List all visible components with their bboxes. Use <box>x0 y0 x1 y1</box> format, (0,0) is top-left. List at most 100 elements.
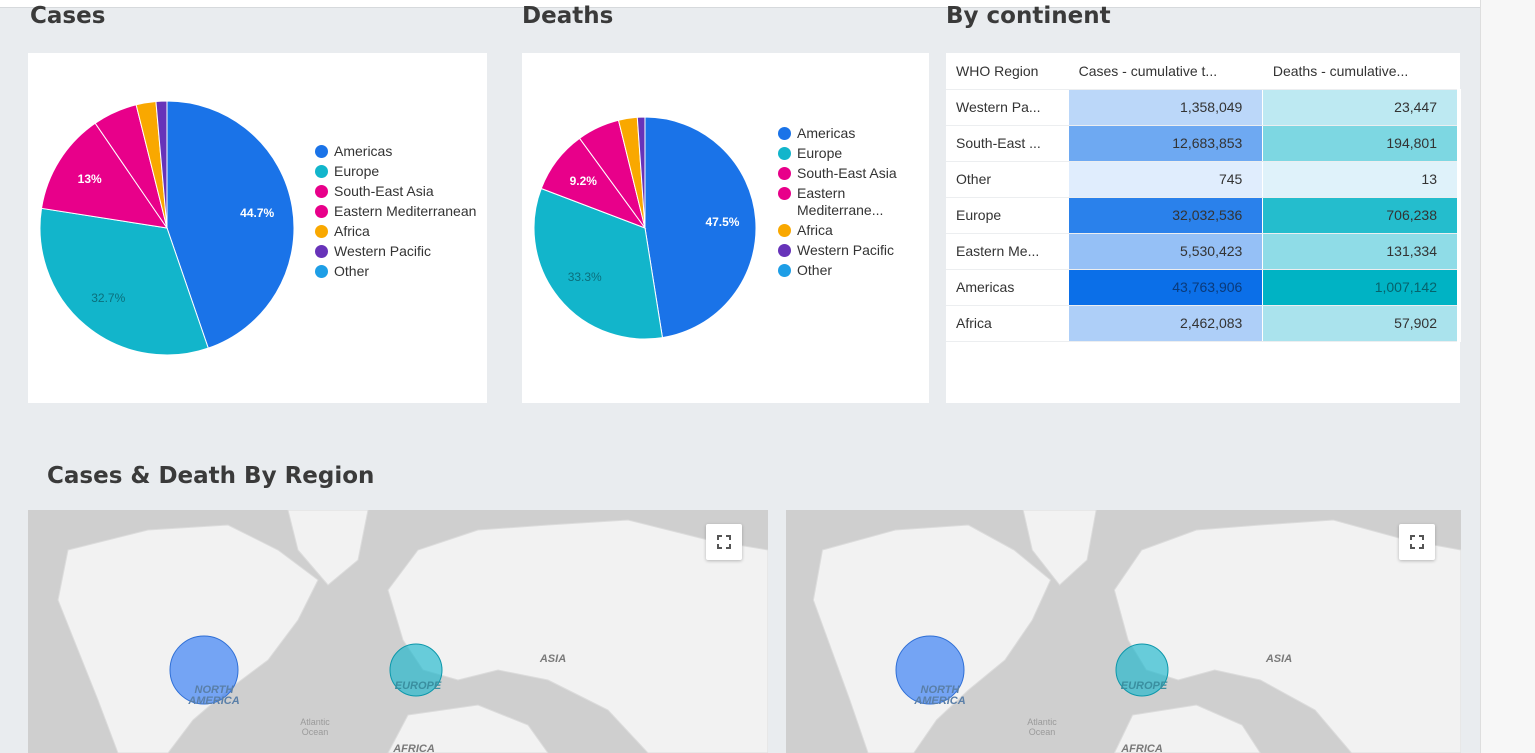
col-header-deaths[interactable]: Deaths - cumulative... <box>1262 53 1459 90</box>
table-row[interactable]: Western Pa... 1,358,049 23,447 <box>946 89 1462 126</box>
cell-cases: 1,358,049 <box>1068 89 1264 126</box>
deaths-map[interactable]: NORTH AMERICA EUROPE ASIA Atlantic Ocean AFRIC… <box>786 510 1461 753</box>
continent-title: By continent <box>946 3 1111 29</box>
legend-swatch <box>315 265 328 278</box>
pie-label-americas: 47.5% <box>705 215 739 229</box>
pie-slice-south-east-asia[interactable] <box>40 122 169 229</box>
legend-swatch <box>315 165 328 178</box>
legend-swatch <box>778 167 791 180</box>
legend-item-europe[interactable]: Europe <box>778 145 926 162</box>
legend-label: Western Pacific <box>334 243 431 259</box>
bubble-americas[interactable] <box>895 635 965 705</box>
pie-slice-americas[interactable] <box>166 100 295 349</box>
bubble-europe[interactable] <box>389 643 443 697</box>
legend-swatch <box>315 145 328 158</box>
legend-label: Western Pacific <box>797 242 894 258</box>
col-header-cases[interactable]: Cases - cumulative t... <box>1068 53 1263 90</box>
table-row[interactable]: Europe 32,032,536 706,238 <box>946 197 1462 234</box>
legend-item-south-east-asia[interactable]: South-East Asia <box>315 183 485 200</box>
cell-region: South-East ... <box>946 125 1069 162</box>
cell-deaths: 13 <box>1262 161 1462 198</box>
table-row[interactable]: Africa 2,462,083 57,902 <box>946 305 1462 342</box>
legend-label: Eastern Mediterranean <box>334 203 477 219</box>
pie-slice-europe[interactable] <box>39 207 209 356</box>
map-label-atlantic-line1: Atlantic <box>300 717 330 727</box>
cell-deaths: 706,238 <box>1262 197 1462 234</box>
legend-label: Eastern Mediterrane... <box>797 185 884 218</box>
col-header-region[interactable]: WHO Region <box>946 53 1069 90</box>
cell-region: Eastern Me... <box>946 233 1069 270</box>
fullscreen-button[interactable] <box>1399 524 1435 560</box>
pie-label-south-east-asia: 9.2% <box>570 174 598 188</box>
map-label-atlantic-line1: Atlantic <box>1027 717 1057 727</box>
legend-item-americas[interactable]: Americas <box>315 143 485 160</box>
map-label-africa: AFRICA <box>392 743 435 753</box>
legend-label: Africa <box>334 223 370 239</box>
cell-cases: 745 <box>1068 161 1264 198</box>
right-scroll-panel[interactable] <box>1480 0 1535 753</box>
legend-item-eastern-mediterranean[interactable]: Eastern Mediterrane... <box>778 185 926 219</box>
deaths-pie-card: 47.5% 33.3% 9.2% Americas Europe South-East … <box>522 53 929 403</box>
legend-item-western-pacific[interactable]: Western Pacific <box>315 243 485 260</box>
bubble-americas[interactable] <box>169 635 239 705</box>
pie-slice-americas[interactable] <box>644 116 757 339</box>
legend-swatch <box>778 224 791 237</box>
fullscreen-icon <box>1410 535 1424 549</box>
map-label-atlantic-line2: Ocean <box>1029 727 1056 737</box>
continent-table-card: WHO Region Cases - cumulative t... Death… <box>946 53 1462 403</box>
legend-label: Americas <box>334 143 393 159</box>
land-shape <box>287 510 369 586</box>
table-row[interactable]: Other 745 13 <box>946 161 1462 198</box>
legend-label: Europe <box>334 163 380 179</box>
cell-cases: 43,763,906 <box>1068 269 1264 306</box>
map-label-asia: ASIA <box>1265 653 1292 665</box>
land-shape <box>387 704 549 753</box>
table-row[interactable]: Eastern Me... 5,530,423 131,334 <box>946 233 1462 270</box>
legend-swatch <box>315 225 328 238</box>
pie-slice-europe[interactable] <box>533 187 664 340</box>
fullscreen-button[interactable] <box>706 524 742 560</box>
legend-label: Europe <box>797 145 843 161</box>
map-label-asia: ASIA <box>539 653 566 665</box>
legend-label: Africa <box>797 222 833 238</box>
legend-item-western-pacific[interactable]: Western Pacific <box>778 242 926 259</box>
fullscreen-icon <box>717 535 731 549</box>
map-label-north-america-line2: AMERICA <box>913 695 965 707</box>
cell-cases: 2,462,083 <box>1068 305 1264 342</box>
legend-item-africa[interactable]: Africa <box>315 223 485 240</box>
legend-item-africa[interactable]: Africa <box>778 222 926 239</box>
deaths-legend: Americas Europe South-East Asia Eastern Med… <box>778 125 926 282</box>
cell-deaths: 194,801 <box>1262 125 1462 162</box>
land-shape <box>57 524 319 753</box>
pie-label-americas: 44.7% <box>240 206 274 220</box>
legend-label: Other <box>797 262 833 278</box>
legend-item-other[interactable]: Other <box>315 263 485 280</box>
cell-deaths: 131,334 <box>1262 233 1462 270</box>
continent-table: WHO Region Cases - cumulative t... Death… <box>946 53 1462 342</box>
cases-map[interactable]: NORTH AMERICA EUROPE ASIA Atlantic Ocean AFRIC… <box>28 510 768 753</box>
legend-item-americas[interactable]: Americas <box>778 125 926 142</box>
map-label-north-america-line1: NORTH <box>921 684 961 696</box>
legend-swatch <box>778 244 791 257</box>
bubble-europe[interactable] <box>1115 643 1169 697</box>
land-shape <box>1113 704 1261 753</box>
table-row[interactable]: Americas 43,763,906 1,007,142 <box>946 269 1462 306</box>
table-row[interactable]: South-East ... 12,683,853 194,801 <box>946 125 1462 162</box>
map-label-north-america-line2: AMERICA <box>187 695 239 707</box>
map-label-europe: EUROPE <box>395 680 442 692</box>
cell-cases: 32,032,536 <box>1068 197 1264 234</box>
legend-item-europe[interactable]: Europe <box>315 163 485 180</box>
legend-label: South-East Asia <box>334 183 434 199</box>
map-label-europe: EUROPE <box>1121 680 1168 692</box>
legend-item-other[interactable]: Other <box>778 262 926 279</box>
legend-swatch <box>778 127 791 140</box>
pie-label-south-east-asia: 13% <box>78 172 102 186</box>
legend-item-eastern-mediterranean[interactable]: Eastern Mediterranean <box>315 203 485 220</box>
cases-pie-card: 44.7% 32.7% 13% Americas Europe South-East A… <box>28 53 487 403</box>
legend-item-south-east-asia[interactable]: South-East Asia <box>778 165 926 182</box>
top-divider <box>0 0 1480 8</box>
cell-deaths: 57,902 <box>1262 305 1462 342</box>
cell-region: Other <box>946 161 1069 198</box>
